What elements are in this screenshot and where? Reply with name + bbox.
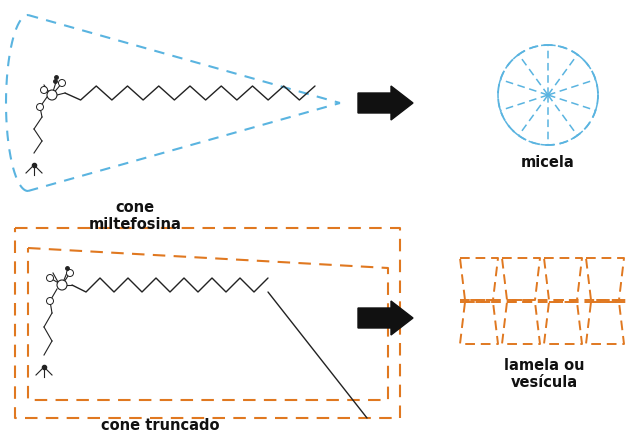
Text: cone
miltefosina: cone miltefosina	[89, 200, 182, 232]
FancyArrow shape	[358, 301, 413, 335]
Text: micela: micela	[521, 155, 575, 170]
Circle shape	[58, 79, 65, 86]
Circle shape	[46, 297, 54, 305]
Circle shape	[41, 86, 47, 93]
Circle shape	[46, 274, 54, 282]
Circle shape	[57, 280, 67, 290]
Text: lamela ou
vesícula: lamela ou vesícula	[504, 358, 584, 391]
Circle shape	[37, 103, 44, 111]
Circle shape	[66, 270, 73, 276]
FancyArrow shape	[358, 86, 413, 120]
Text: cone truncado
erufosina: cone truncado erufosina	[101, 418, 219, 434]
Circle shape	[47, 90, 57, 100]
